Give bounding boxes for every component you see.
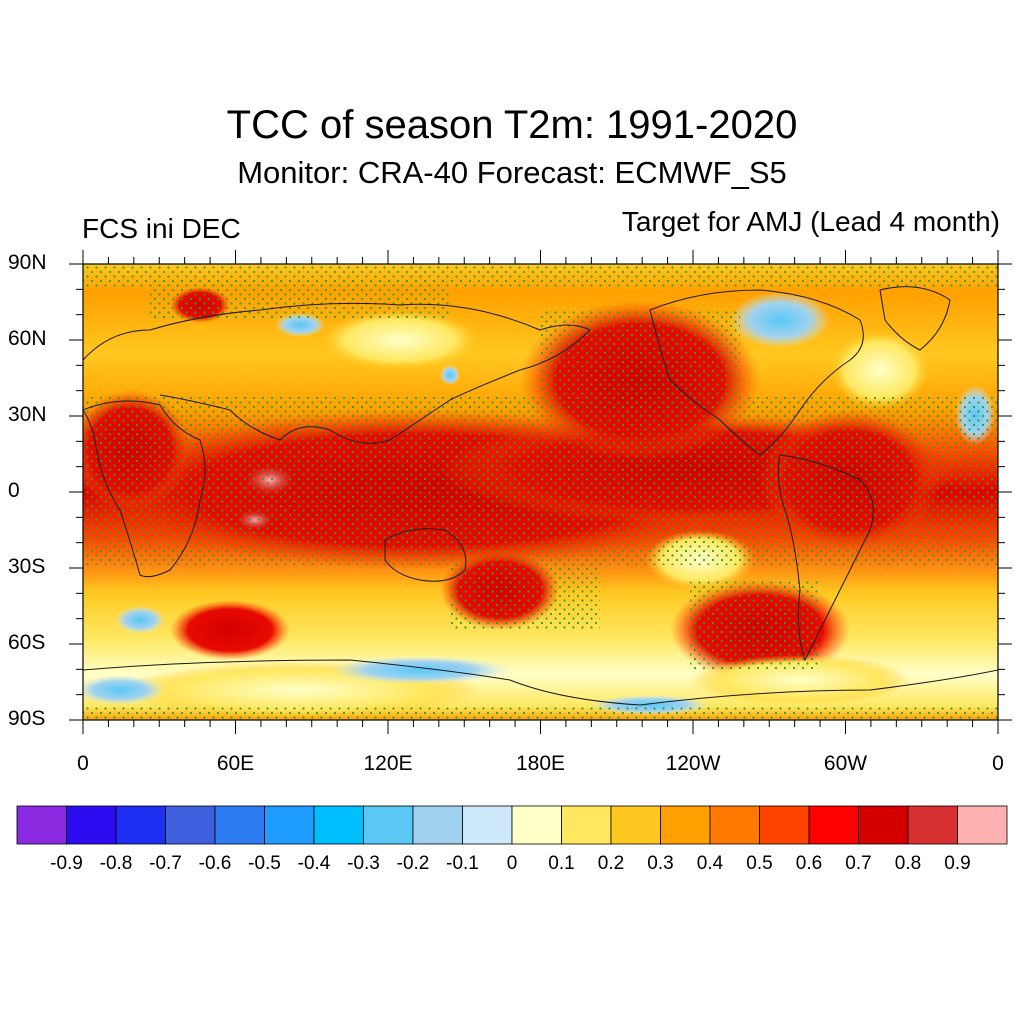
target-label: Target for AMJ (Lead 4 month) <box>621 206 1000 237</box>
colorbar-swatch <box>759 805 810 845</box>
lat-label: 0 <box>8 479 20 502</box>
colorbar-label: -0.7 <box>149 853 182 874</box>
colorbar-swatch <box>363 805 414 845</box>
lon-label: 0 <box>77 752 89 775</box>
colorbar-swatch <box>660 805 711 845</box>
colorbar-swatch <box>214 805 265 845</box>
lon-label: 60E <box>216 752 255 775</box>
colorbar-swatch <box>957 805 1008 845</box>
colorbar-label: 0.2 <box>597 853 625 874</box>
lat-label: 30N <box>8 403 47 426</box>
chart-title: TCC of season T2m: 1991-2020 <box>226 103 798 147</box>
colorbar-label: -0.2 <box>396 853 430 874</box>
colorbar-label: 0.6 <box>795 853 823 874</box>
colorbar-swatch <box>313 805 364 845</box>
lon-label: 120E <box>363 752 413 775</box>
chart-subtitle: Monitor: CRA-40 Forecast: ECMWF_S5 <box>237 155 787 190</box>
colorbar-label: -0.3 <box>347 853 380 874</box>
colorbar-swatch <box>462 805 513 845</box>
initialization-label: FCS ini DEC <box>82 213 241 244</box>
colorbar-label: -0.1 <box>446 853 479 874</box>
colorbar-label: 0.5 <box>746 853 773 874</box>
lon-label: 180E <box>515 752 566 775</box>
coastlines <box>83 286 998 706</box>
significance-stippling <box>83 264 998 720</box>
lat-label: 60S <box>8 631 46 654</box>
lon-label: 120W <box>665 752 721 775</box>
colorbar-swatch <box>16 805 67 845</box>
colorbar-swatch <box>511 805 562 845</box>
colorbar-label: 0 <box>506 853 518 874</box>
colorbar-label: -0.4 <box>297 853 331 874</box>
colorbar-label: 0.8 <box>894 853 922 874</box>
colorbar-label: 0.1 <box>548 853 575 874</box>
colorbar-swatch <box>165 805 216 845</box>
colorbar-swatch <box>907 805 958 845</box>
lat-label: 60N <box>8 327 47 350</box>
tcc-field <box>83 264 998 720</box>
colorbar-swatch <box>66 805 117 845</box>
axis-ticks <box>69 250 1012 734</box>
lon-label: 0 <box>992 752 1004 775</box>
colorbar <box>16 805 1008 845</box>
lat-label: 90S <box>8 707 46 730</box>
colorbar-swatch <box>808 805 859 845</box>
colorbar-label: -0.5 <box>248 853 281 874</box>
colorbar-label: -0.9 <box>50 853 83 874</box>
colorbar-swatch <box>412 805 463 845</box>
colorbar-swatch <box>264 805 315 845</box>
lat-label: 30S <box>8 555 46 578</box>
colorbar-label: -0.8 <box>99 853 133 874</box>
colorbar-swatch <box>858 805 909 845</box>
colorbar-label: 0.9 <box>944 853 971 874</box>
lat-label: 90N <box>8 251 47 274</box>
colorbar-label: 0.4 <box>696 853 724 874</box>
colorbar-label: -0.6 <box>198 853 232 874</box>
colorbar-swatch <box>561 805 612 845</box>
colorbar-label: 0.3 <box>647 853 674 874</box>
colorbar-swatch <box>115 805 166 845</box>
lon-label: 60W <box>823 752 868 775</box>
colorbar-swatch <box>709 805 760 845</box>
colorbar-swatch <box>610 805 661 845</box>
colorbar-label: 0.7 <box>845 853 872 874</box>
